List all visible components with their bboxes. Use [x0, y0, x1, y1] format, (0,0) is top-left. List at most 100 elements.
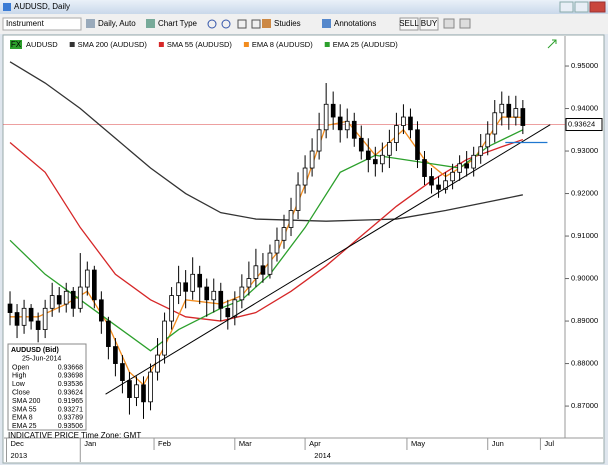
chart-type-icon[interactable] — [146, 19, 155, 28]
x-tick-label: Jan — [84, 439, 96, 448]
data-window-label: Close — [12, 390, 30, 397]
y-tick-label: 0.93000 — [571, 146, 598, 155]
y-tick-label: 0.94000 — [571, 104, 598, 113]
candle-body — [380, 154, 385, 165]
candle-body — [351, 120, 357, 139]
chart-type-menu[interactable]: Chart Type — [158, 19, 198, 28]
print-icon[interactable] — [443, 18, 455, 29]
candle-body — [316, 129, 322, 152]
zoom-in[interactable] — [207, 19, 217, 29]
moving-average-line — [9, 61, 523, 222]
minimize-button[interactable] — [559, 1, 574, 13]
data-window: AUDUSD (Bid) 25-Jun-2014 Open 0.93668 High… — [7, 343, 87, 431]
y-tick-label: 0.87000 — [571, 401, 598, 410]
title-bar — [0, 0, 608, 14]
last-price-label: 0.93624 — [568, 119, 595, 128]
zoom-out[interactable] — [221, 19, 231, 29]
candle-body — [485, 133, 491, 148]
data-window-label: EMA 25 — [12, 423, 37, 430]
x-tick-label: Jun — [492, 439, 504, 448]
candle-body — [183, 282, 188, 292]
data-window-label: Open — [12, 364, 29, 371]
data-window-value: 0.91965 — [58, 398, 83, 405]
annotations-menu[interactable]: Annotations — [334, 19, 376, 28]
legend-swatch — [69, 42, 75, 47]
candle-body — [506, 103, 512, 118]
instrument-input[interactable] — [2, 17, 82, 31]
candle-body — [274, 239, 280, 254]
export-icon[interactable] — [459, 18, 471, 29]
data-window-label: SMA 55 — [12, 406, 37, 413]
candle-body — [309, 150, 315, 169]
legend-instrument: AUDUSD — [26, 40, 58, 49]
y-tick-label: 0.90000 — [571, 274, 598, 283]
candle-body — [478, 146, 484, 156]
candle-body — [91, 269, 97, 301]
x-tick-label: Mar — [239, 439, 252, 448]
candle-body — [49, 295, 55, 309]
candle-body — [401, 116, 406, 126]
candle-body — [450, 171, 455, 182]
close-button[interactable] — [589, 1, 606, 13]
window-title: AUDUSD, Daily — [14, 2, 70, 11]
data-window-value: 0.93698 — [58, 373, 83, 380]
legend-swatch — [158, 42, 164, 47]
y-tick-label: 0.88000 — [571, 359, 598, 368]
data-window-value: 0.93624 — [58, 390, 83, 397]
candle-body — [21, 307, 27, 326]
studies-icon[interactable] — [262, 19, 271, 28]
candle-body — [77, 286, 83, 309]
moving-average-line — [9, 138, 524, 322]
data-window-value: 0.93789 — [58, 415, 83, 422]
candle-body — [176, 282, 181, 296]
year-tick-label: 2013 — [11, 451, 28, 460]
candle-body — [162, 320, 167, 356]
studies-menu[interactable]: Studies — [274, 19, 301, 28]
buy-button[interactable] — [419, 17, 439, 31]
candle-body — [84, 269, 90, 288]
candle-body — [387, 142, 392, 156]
sell-label: SELL — [399, 19, 419, 28]
candle-body — [211, 290, 217, 301]
maximize-button[interactable] — [574, 1, 589, 13]
candle-body — [344, 120, 350, 131]
candle-body — [56, 295, 62, 305]
data-window-value: 0.93668 — [58, 364, 83, 371]
candle-body — [323, 103, 329, 131]
candle-body — [464, 163, 469, 169]
x-tick-label: Jul — [544, 439, 554, 448]
interval-menu[interactable]: Daily, Auto — [98, 19, 136, 28]
y-tick-label: 0.92000 — [571, 189, 598, 198]
candle-body — [225, 307, 231, 318]
data-window-value: 0.93536 — [58, 381, 83, 388]
pan[interactable] — [251, 19, 261, 29]
sell-button[interactable] — [399, 17, 419, 31]
candle-body — [394, 125, 399, 143]
expand-icon — [547, 39, 557, 49]
year-tick-label: 2014 — [314, 451, 331, 460]
data-window-label: Low — [12, 381, 26, 388]
crosshair[interactable] — [237, 19, 247, 29]
y-tick-label: 0.91000 — [571, 231, 598, 240]
trendline — [105, 124, 551, 395]
candle-body — [260, 265, 266, 275]
candle-body — [190, 273, 196, 292]
data-window-title: AUDUSD (Bid) — [11, 347, 59, 354]
candle-body — [14, 312, 20, 326]
plot-area — [3, 61, 565, 419]
candle-body — [113, 346, 118, 364]
candle-body — [232, 299, 238, 318]
candle-body — [302, 167, 308, 186]
moving-average-line — [10, 116, 523, 386]
candle-body — [134, 384, 139, 398]
candle-body — [471, 154, 477, 169]
candle-body — [422, 159, 427, 177]
app-icon — [3, 3, 11, 11]
candle-body — [281, 227, 287, 241]
data-window-value: 0.93271 — [58, 406, 83, 413]
interval-icon[interactable] — [86, 19, 95, 28]
candle-body — [295, 184, 301, 211]
candle-body — [457, 163, 462, 173]
candle-body — [99, 299, 104, 322]
annotations-icon[interactable] — [322, 19, 331, 28]
